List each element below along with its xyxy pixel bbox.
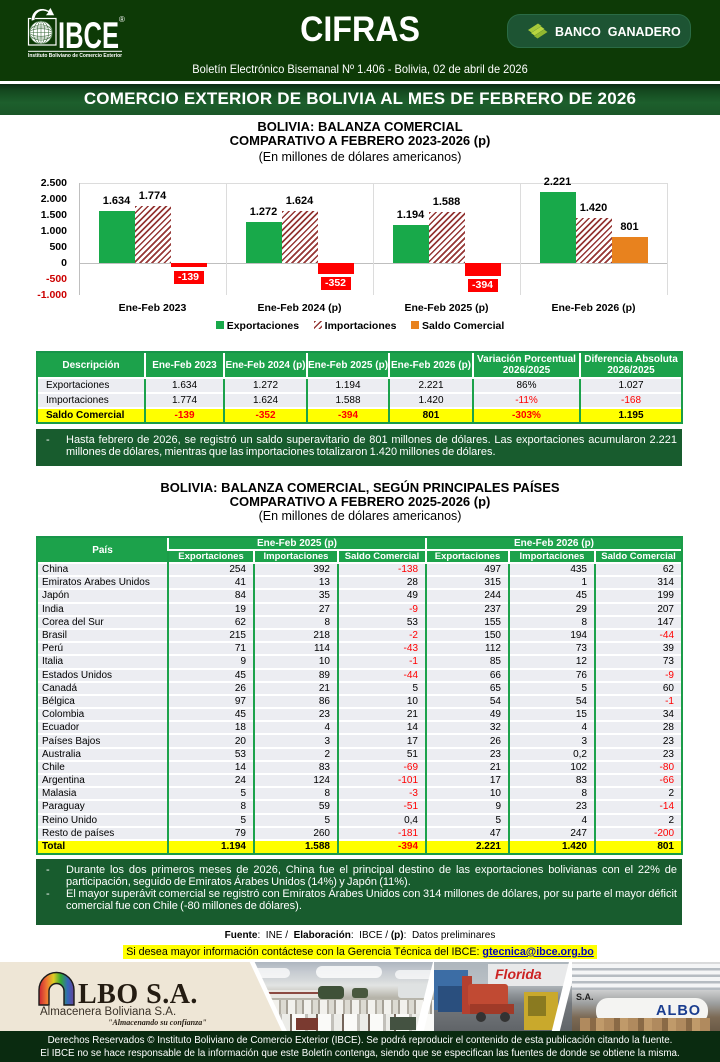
svg-text:IBCE: IBCE: [58, 15, 119, 56]
svg-text:®: ®: [119, 15, 125, 24]
svg-text:Instituto Boliviano de Comerci: Instituto Boliviano de Comercio Exterior: [28, 53, 123, 59]
